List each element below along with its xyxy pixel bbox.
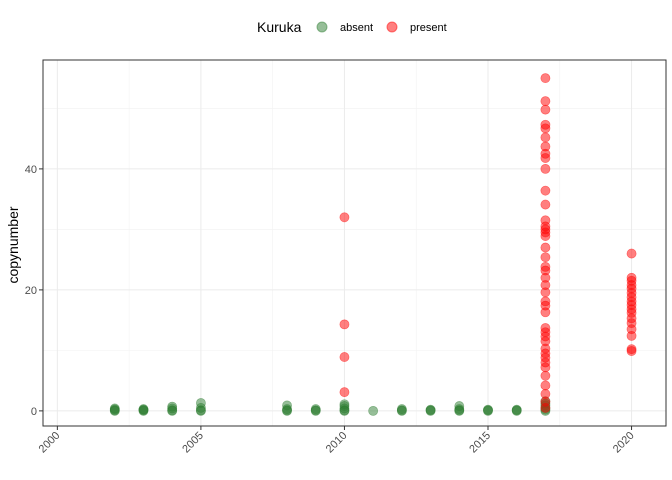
data-point	[425, 405, 436, 416]
data-point	[540, 252, 551, 263]
data-point	[109, 405, 120, 416]
data-point	[540, 185, 551, 196]
data-point	[540, 261, 551, 272]
y-axis-title: copynumber	[5, 206, 21, 283]
data-point	[368, 405, 379, 416]
data-point	[339, 352, 350, 362]
data-point	[540, 296, 551, 307]
data-point	[540, 215, 551, 226]
legend: Kuruka absent present	[257, 19, 447, 35]
data-point	[626, 344, 637, 355]
x-tick-label: 2010	[324, 430, 350, 456]
data-point	[167, 405, 178, 416]
data-point	[540, 242, 551, 253]
series-present	[339, 73, 637, 413]
plot-background	[43, 60, 666, 426]
series-absent	[109, 396, 551, 416]
data-point	[540, 119, 551, 130]
data-point	[540, 163, 551, 174]
y-tick-label: 0	[31, 406, 37, 418]
data-point	[540, 199, 551, 210]
data-point	[483, 405, 493, 416]
data-point	[339, 319, 350, 330]
data-point	[540, 389, 551, 399]
legend-key-present	[386, 21, 398, 33]
data-point	[454, 405, 465, 416]
data-point	[540, 132, 551, 143]
x-tick-label: 2020	[611, 430, 637, 456]
data-point	[540, 380, 551, 391]
data-point	[626, 272, 637, 283]
data-point	[626, 248, 637, 259]
data-point	[540, 96, 551, 107]
data-point	[511, 405, 522, 416]
legend-label-present: present	[410, 22, 447, 34]
legend-key-absent	[316, 21, 328, 33]
data-point	[540, 141, 551, 152]
x-tick-label: 2015	[467, 430, 493, 456]
data-point	[339, 212, 350, 223]
data-point	[282, 405, 292, 416]
data-point	[540, 370, 551, 381]
panel-border	[42, 59, 667, 427]
data-point	[540, 323, 551, 333]
y-tick-label: 20	[25, 285, 37, 297]
legend-label-absent: absent	[340, 22, 373, 34]
x-tick-label: 2005	[180, 430, 206, 456]
data-point	[339, 387, 350, 398]
data-point	[339, 405, 350, 416]
data-point	[196, 405, 206, 416]
data-point	[540, 73, 551, 84]
x-tick-label: 2000	[37, 430, 63, 456]
data-point	[540, 104, 551, 115]
data-point	[310, 405, 321, 416]
legend-title: Kuruka	[257, 19, 302, 35]
data-points	[109, 73, 637, 416]
data-point	[396, 405, 407, 416]
y-tick-label: 40	[25, 164, 37, 176]
plot-panel	[43, 60, 666, 426]
data-point	[138, 404, 149, 414]
